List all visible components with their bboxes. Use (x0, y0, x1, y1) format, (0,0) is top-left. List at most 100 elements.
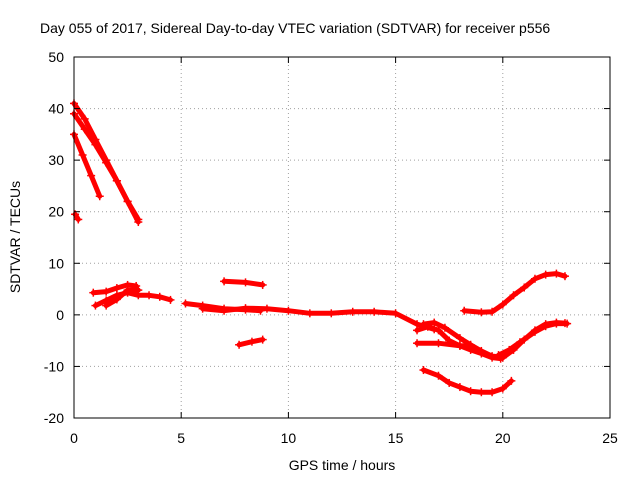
data-point (530, 274, 539, 283)
data-point (258, 335, 267, 344)
data-point (155, 292, 164, 301)
y-tick-labels: -20 -10 0 10 20 30 40 50 (44, 49, 64, 426)
data-point (498, 384, 507, 393)
x-tick-label: 10 (281, 430, 297, 446)
data-point (284, 306, 293, 315)
series-arc-2 (70, 109, 143, 224)
y-axis-label: SDTVAR / TECUs (7, 181, 23, 293)
data-point (413, 339, 422, 348)
y-tick-label: 50 (48, 49, 64, 65)
data-point (123, 286, 132, 295)
data-point (220, 306, 229, 315)
axis-ticks (73, 56, 611, 419)
data-point (80, 125, 89, 134)
data-point (145, 291, 154, 300)
data-point (220, 277, 229, 286)
data-point (134, 286, 143, 295)
series-line (71, 131, 103, 199)
data-point (74, 215, 83, 224)
series-arc-18 (498, 318, 569, 362)
series-line (200, 305, 437, 332)
y-tick-label: -10 (44, 358, 64, 374)
data-point (434, 371, 443, 380)
data-point (419, 320, 428, 329)
data-point (440, 323, 449, 332)
data-point (466, 387, 475, 396)
data-point (112, 176, 121, 185)
y-tick-label: -20 (44, 410, 64, 426)
data-point (488, 352, 497, 361)
data-point (509, 345, 518, 354)
data-point (477, 308, 486, 317)
series-line (414, 340, 474, 349)
data-point (413, 326, 422, 335)
series-arc-14 (413, 339, 475, 350)
data-point (530, 326, 539, 335)
y-tick-label: 20 (48, 204, 64, 220)
data-point (455, 334, 464, 343)
data-point (89, 288, 98, 297)
series-arc-4 (71, 210, 83, 224)
x-tick-label: 0 (70, 430, 78, 446)
y-tick-label: 0 (56, 307, 64, 323)
data-series (70, 99, 572, 397)
data-point (305, 309, 314, 318)
data-point (166, 295, 175, 304)
data-point (445, 378, 454, 387)
data-point (498, 300, 507, 309)
data-point (477, 346, 486, 355)
data-point (488, 307, 497, 316)
chart-title: Day 055 of 2017, Sidereal Day-to-day VTE… (40, 20, 550, 36)
data-point (552, 318, 561, 327)
data-point (498, 353, 507, 362)
data-point (520, 283, 529, 292)
data-point (198, 304, 207, 313)
series-arc-16 (460, 269, 569, 317)
data-point (78, 150, 87, 159)
x-axis-label: GPS time / hours (289, 457, 396, 473)
series-line (461, 271, 568, 315)
data-point (560, 272, 569, 281)
data-point (455, 383, 464, 392)
data-point (102, 287, 111, 296)
data-point (181, 299, 190, 308)
data-point (80, 114, 89, 123)
data-point (241, 278, 250, 287)
data-point (430, 318, 439, 327)
series-arc-5 (89, 280, 141, 297)
data-point (235, 340, 244, 349)
series-line (421, 320, 506, 360)
data-point (460, 306, 469, 315)
data-point (455, 341, 464, 350)
data-point (95, 192, 104, 201)
x-tick-labels: 0 5 10 15 20 25 (70, 430, 618, 446)
data-point (419, 366, 428, 375)
data-point (391, 309, 400, 318)
data-point (112, 284, 121, 293)
data-point (509, 291, 518, 300)
data-point (494, 351, 503, 360)
x-tick-label: 15 (388, 430, 404, 446)
data-point (102, 301, 111, 310)
series-arc-9 (198, 304, 439, 334)
series-line (500, 320, 568, 361)
x-tick-label: 20 (495, 430, 511, 446)
data-point (348, 307, 357, 316)
series-arc-7 (102, 286, 143, 310)
data-point (434, 326, 443, 335)
x-tick-label: 5 (177, 430, 185, 446)
x-tick-label: 25 (602, 430, 618, 446)
data-point (507, 376, 516, 385)
y-tick-label: 30 (48, 152, 64, 168)
data-point (552, 269, 561, 278)
series-arc-15 (419, 366, 516, 397)
data-point (247, 337, 256, 346)
series-arc-10 (220, 277, 267, 289)
y-tick-label: 10 (48, 255, 64, 271)
grid-lines (74, 57, 610, 418)
data-point (91, 140, 100, 149)
data-point (134, 215, 143, 224)
data-point (112, 295, 121, 304)
